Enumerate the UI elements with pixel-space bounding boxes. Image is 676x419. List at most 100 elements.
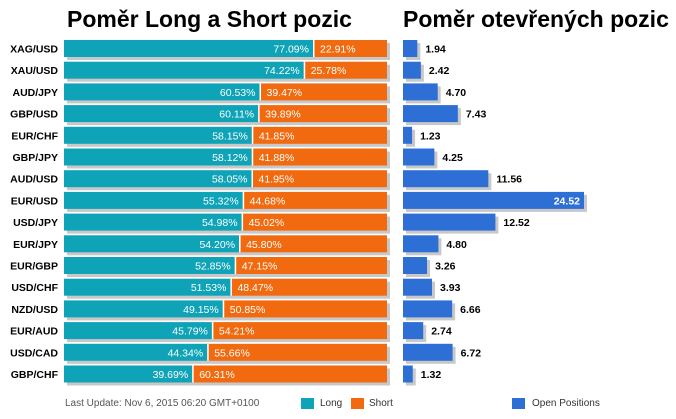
open-positions-bar-eur-jpy	[403, 235, 439, 253]
legend-open-positions-swatch	[512, 398, 525, 409]
long-value-label-eur-gbp: 52.85%	[195, 261, 231, 273]
long-short-divider-aud-usd	[251, 170, 254, 188]
open-positions-value-label-gbp-jpy: 4.25	[442, 152, 463, 164]
long-value-label-aud-usd: 58.05%	[212, 174, 248, 186]
open-positions-bar-eur-gbp	[403, 257, 428, 274]
short-value-label-usd-chf: 48.47%	[237, 282, 273, 294]
category-label-usd-cad: USD/CAD	[10, 347, 58, 359]
open-positions-bar-usd-jpy	[403, 213, 496, 231]
long-bar-xau-usd	[64, 61, 304, 79]
long-short-divider-xag-usd	[313, 40, 315, 57]
long-value-label-eur-chf: 58.15%	[212, 130, 248, 142]
short-value-label-usd-cad: 55.66%	[214, 347, 250, 359]
category-label-eur-gbp: EUR/GBP	[10, 261, 58, 273]
long-bar-usd-jpy	[64, 213, 242, 231]
open-positions-value-label-xag-usd: 1.94	[425, 44, 446, 56]
short-bar-eur-aud	[211, 322, 387, 340]
legend-open-positions-label: Open Positions	[532, 398, 600, 409]
open-positions-value-label-eur-chf: 1.23	[420, 130, 441, 142]
short-value-label-eur-aud: 54.21%	[219, 326, 255, 338]
open-positions-bar-nzd-usd	[403, 300, 453, 318]
short-value-label-aud-usd: 41.95%	[259, 174, 295, 186]
long-bar-aud-jpy	[64, 83, 260, 101]
short-value-label-usd-jpy: 45.02%	[249, 217, 285, 229]
open-positions-bar-eur-usd	[403, 191, 584, 209]
long-value-label-eur-aud: 45.79%	[172, 326, 208, 338]
long-bar-xag-usd	[64, 40, 314, 57]
short-bar-xau-usd	[303, 61, 387, 79]
long-bar-usd-cad	[64, 343, 208, 361]
long-value-label-eur-usd: 55.32%	[203, 195, 239, 207]
long-short-divider-xau-usd	[303, 61, 306, 79]
open-positions-value-label-usd-chf: 3.93	[440, 282, 461, 294]
category-label-gbp-usd: GBP/USD	[10, 109, 58, 121]
category-label-eur-aud: EUR/AUD	[10, 326, 58, 338]
short-value-label-gbp-usd: 39.89%	[265, 109, 301, 121]
long-short-divider-usd-cad	[207, 343, 209, 361]
short-bar-eur-usd	[242, 191, 387, 209]
long-short-divider-eur-gbp	[234, 257, 237, 274]
short-bar-usd-cad	[207, 343, 387, 361]
last-update-text: Last Update: Nov 6, 2015 06:20 GMT+0100	[65, 398, 260, 409]
short-value-label-eur-jpy: 45.80%	[246, 239, 282, 251]
open-positions-value-label-aud-jpy: 4.70	[446, 87, 467, 99]
long-bar-gbp-jpy	[64, 148, 252, 166]
category-label-nzd-usd: NZD/USD	[11, 304, 58, 316]
long-value-label-usd-chf: 51.53%	[191, 282, 227, 294]
category-label-gbp-jpy: GBP/JPY	[12, 152, 58, 164]
long-short-chart-title: Poměr Long a Short pozic	[67, 6, 352, 32]
long-short-divider-nzd-usd	[222, 300, 225, 318]
short-value-label-xag-usd: 22.91%	[320, 44, 356, 56]
open-positions-value-label-eur-usd: 24.52	[554, 195, 580, 207]
long-short-divider-eur-usd	[242, 191, 245, 209]
open-positions-value-label-eur-gbp: 3.26	[435, 261, 456, 273]
long-bar-eur-jpy	[64, 235, 240, 253]
open-positions-value-label-gbp-chf: 1.32	[421, 369, 442, 381]
short-bar-usd-jpy	[241, 213, 387, 231]
long-value-label-xau-usd: 74.22%	[264, 65, 300, 77]
long-bar-gbp-chf	[64, 365, 193, 383]
long-bar-eur-usd	[64, 191, 243, 209]
long-bar-usd-chf	[64, 278, 231, 296]
long-bar-aud-usd	[64, 170, 252, 188]
category-label-eur-chf: EUR/CHF	[11, 130, 58, 142]
long-short-divider-aud-jpy	[259, 83, 262, 101]
short-value-label-eur-usd: 44.68%	[250, 195, 286, 207]
category-label-usd-chf: USD/CHF	[11, 282, 58, 294]
long-bar-eur-aud	[64, 322, 212, 340]
category-label-usd-jpy: USD/JPY	[13, 217, 58, 229]
open-positions-value-label-xau-usd: 2.42	[429, 65, 450, 77]
open-positions-bar-usd-chf	[403, 278, 433, 296]
open-positions-value-label-aud-usd: 11.56	[496, 174, 522, 186]
short-bar-nzd-usd	[222, 300, 387, 318]
category-label-eur-usd: EUR/USD	[11, 195, 59, 207]
open-positions-bar-aud-usd	[403, 170, 489, 188]
category-label-eur-jpy: EUR/JPY	[13, 239, 58, 251]
short-value-label-gbp-chf: 60.31%	[199, 369, 235, 381]
short-value-label-aud-jpy: 39.47%	[267, 87, 303, 99]
open-positions-bar-usd-cad	[403, 343, 453, 361]
short-bar-gbp-chf	[192, 365, 387, 383]
short-bar-eur-chf	[251, 126, 387, 144]
legend-long-label: Long	[320, 398, 343, 409]
long-bar-gbp-usd	[64, 105, 259, 123]
category-label-xag-usd: XAG/USD	[10, 44, 58, 56]
category-label-gbp-chf: GBP/CHF	[11, 369, 59, 381]
long-short-divider-gbp-chf	[192, 365, 194, 383]
long-short-divider-eur-chf	[251, 126, 254, 144]
open-positions-value-label-usd-jpy: 12.52	[503, 217, 529, 229]
long-bar-eur-gbp	[64, 257, 235, 274]
short-bar-aud-jpy	[259, 83, 387, 101]
open-positions-chart-title: Poměr otevřených pozic	[403, 6, 669, 32]
long-value-label-usd-jpy: 54.98%	[202, 217, 238, 229]
legend-short-label: Short	[369, 398, 393, 409]
short-bar-gbp-jpy	[251, 148, 387, 166]
short-value-label-xau-usd: 25.78%	[311, 65, 347, 77]
long-value-label-xag-usd: 77.09%	[273, 44, 309, 56]
open-positions-value-label-eur-jpy: 4.80	[446, 239, 467, 251]
open-positions-bar-eur-aud	[403, 322, 424, 340]
open-positions-bar-xau-usd	[403, 61, 421, 79]
long-short-divider-eur-aud	[211, 322, 214, 340]
open-positions-bar-gbp-jpy	[403, 148, 435, 166]
